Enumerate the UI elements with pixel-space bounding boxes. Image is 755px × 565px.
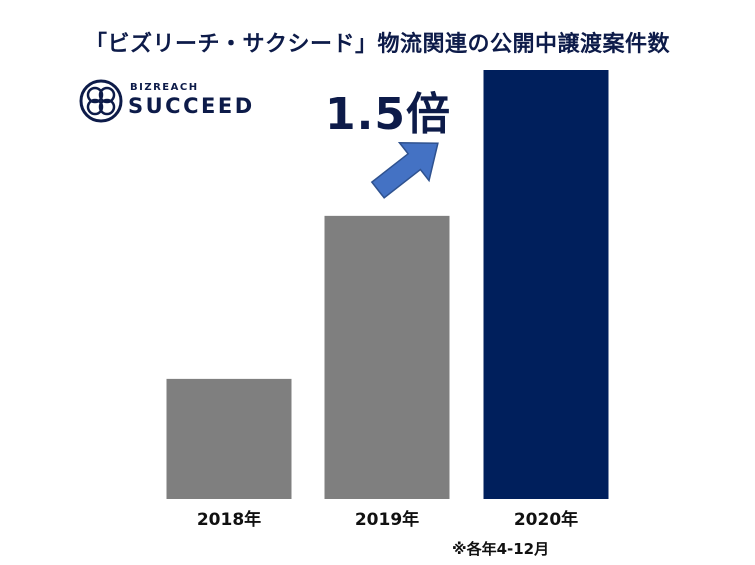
- x-tick-label: 2019年: [355, 509, 419, 530]
- brand-name-large: SUCCEED: [128, 94, 255, 118]
- bar-2018年: [166, 378, 292, 499]
- growth-callout: 1.5倍: [325, 89, 451, 140]
- interlocking-rings-icon: [79, 79, 123, 123]
- brand-logo: BIZREACH SUCCEED: [78, 78, 278, 126]
- x-tick-label: 2018年: [197, 509, 261, 530]
- brand-name-small: BIZREACH: [130, 82, 199, 93]
- footnote: ※各年4-12月: [452, 540, 550, 558]
- bar-2019年: [324, 215, 450, 500]
- x-tick-label: 2020年: [514, 509, 578, 530]
- chart-title: 「ビズリーチ・サクシード」物流関連の公開中譲渡案件数: [84, 32, 670, 57]
- up-right-arrow-icon: [370, 141, 439, 199]
- bar-2020年: [483, 70, 609, 499]
